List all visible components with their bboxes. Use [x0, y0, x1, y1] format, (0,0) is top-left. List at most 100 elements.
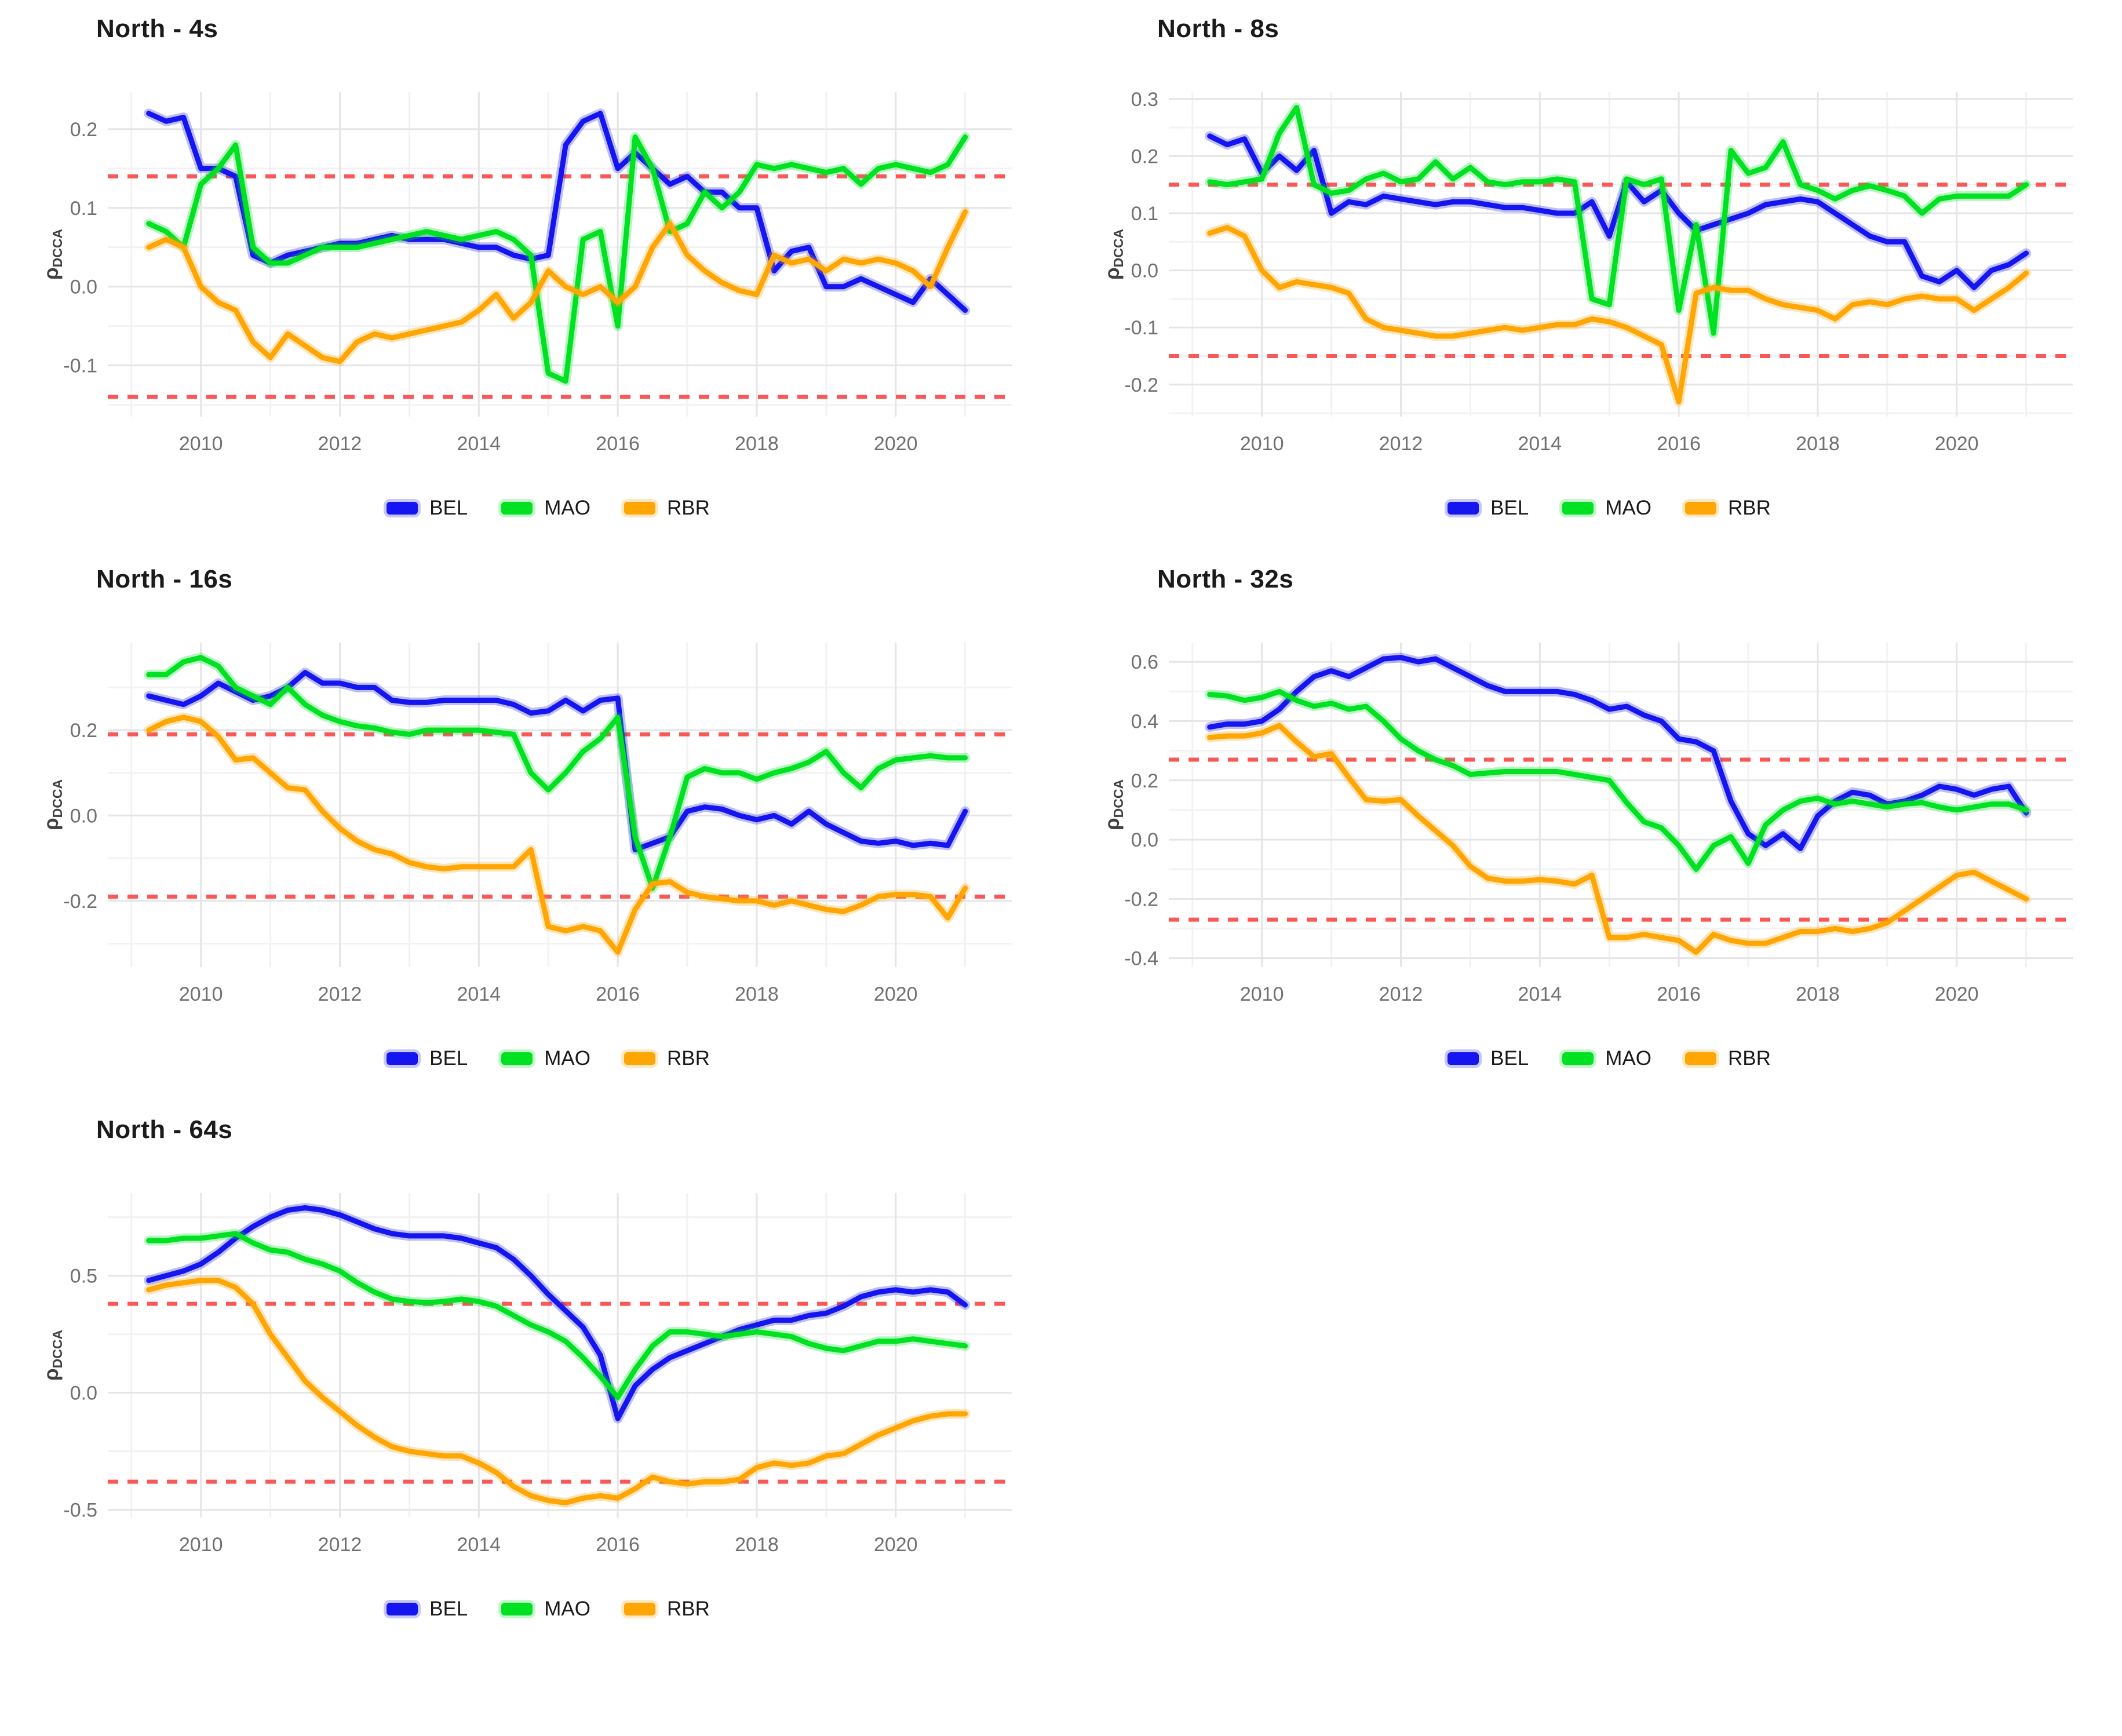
x-tick-label: 2012	[1379, 983, 1423, 1005]
legend-item-bel: BEL	[1448, 1047, 1529, 1070]
legend-label-rbr: RBR	[666, 497, 710, 519]
legend-label-rbr: RBR	[666, 1598, 710, 1620]
legend-label-mao: MAO	[1605, 1047, 1651, 1070]
x-tick-label: 2016	[1657, 983, 1701, 1005]
series-line-rbr	[146, 209, 968, 364]
y-tick-label: 0.2	[1131, 145, 1158, 167]
y-axis-label: ρDCCA	[40, 229, 65, 280]
legend-key-mao	[501, 1603, 533, 1615]
legend-item-rbr: RBR	[1685, 1047, 1771, 1070]
legend-label-rbr: RBR	[1727, 497, 1771, 519]
x-tick-label: 2010	[179, 1534, 223, 1556]
y-tick-label: 0.0	[70, 805, 97, 827]
figure-grid: North - 4s 0.2 0.1 0.0 -0.1 2010 2012 2014 2016…	[38, 14, 2119, 1622]
panel-title: North - 4s	[96, 14, 218, 43]
y-tick-label: 0.4	[1131, 711, 1158, 733]
legend-label-bel: BEL	[429, 1047, 468, 1070]
x-tick-label: 2016	[596, 983, 640, 1005]
x-tick-label: 2014	[457, 1534, 501, 1556]
chart-canvas-north-4s: 0.2 0.1 0.0 -0.1 2010 2012 2014 2016 2018 2020 ρDC…	[40, 92, 1012, 455]
y-tick-label: 0.2	[1131, 770, 1158, 792]
legend-item-bel: BEL	[387, 1598, 468, 1621]
series-line-rbr	[1207, 723, 2029, 955]
x-tick-label: 2016	[596, 433, 640, 455]
x-tick-label: 2014	[1518, 433, 1562, 455]
series-line-rbr	[1207, 225, 2029, 404]
legend-label-rbr: RBR	[1727, 1047, 1771, 1070]
x-tick-label: 2012	[318, 433, 362, 455]
legend-label-rbr: RBR	[666, 1047, 710, 1070]
legend-key-rbr	[624, 1603, 655, 1615]
legend: BEL MAO RBR	[38, 1596, 1058, 1622]
y-tick-label: 0.2	[70, 119, 97, 141]
series-line-mao	[146, 655, 968, 891]
series-line-rbr	[146, 1278, 968, 1505]
legend-key-rbr	[624, 502, 655, 515]
legend-label-bel: BEL	[1490, 1047, 1529, 1070]
legend-label-mao: MAO	[1605, 497, 1651, 519]
y-tick-label: -0.2	[1124, 374, 1158, 396]
legend-key-mao	[1562, 502, 1594, 515]
legend-item-bel: BEL	[1448, 497, 1529, 520]
y-tick-label: -0.4	[1124, 948, 1158, 970]
panel-title: North - 32s	[1157, 565, 1294, 593]
y-tick-label: 0.1	[1131, 203, 1158, 225]
legend-item-mao: MAO	[1562, 1047, 1651, 1070]
x-tick-label: 2018	[735, 1534, 779, 1556]
legend: BEL MAO RBR	[38, 1045, 1058, 1072]
legend-key-rbr	[1685, 1052, 1716, 1065]
legend-item-rbr: RBR	[624, 1047, 710, 1070]
x-tick-label: 2010	[1240, 983, 1284, 1005]
series-line-rbr	[146, 714, 968, 955]
panel-north-4s: North - 4s 0.2 0.1 0.0 -0.1 2010 2012 2014 2016…	[38, 14, 1058, 521]
x-tick-label: 2018	[735, 433, 779, 455]
x-tick-label: 2020	[1935, 983, 1979, 1005]
legend-item-bel: BEL	[387, 497, 468, 520]
legend-key-rbr	[1685, 502, 1716, 515]
legend-key-bel	[1448, 1052, 1479, 1065]
series-line-mao	[146, 1231, 968, 1401]
x-tick-label: 2018	[1796, 433, 1840, 455]
legend-item-bel: BEL	[387, 1047, 468, 1070]
series-line-mao	[1207, 105, 2029, 336]
legend-label-bel: BEL	[429, 1598, 468, 1620]
y-tick-label: 0.1	[70, 198, 97, 220]
x-tick-label: 2020	[874, 983, 918, 1005]
y-tick-label: 0.0	[70, 1383, 97, 1405]
y-axis-label: ρDCCA	[40, 779, 65, 830]
y-tick-label: -0.5	[63, 1500, 97, 1522]
y-tick-label: 0.6	[1131, 651, 1158, 673]
y-tick-label: 0.5	[70, 1265, 97, 1288]
legend-item-mao: MAO	[501, 1598, 590, 1621]
empty-grid-cell	[1061, 1115, 2081, 1622]
legend-label-mao: MAO	[544, 497, 590, 519]
panel-north-64s: North - 64s 0.5 0.0 -0.5 2010 2012 2014 2016 20…	[38, 1115, 1058, 1622]
x-tick-label: 2010	[1240, 433, 1284, 455]
chart-canvas-north-32s: 0.6 0.4 0.2 0.0 -0.2 -0.4 2010 2012 2014 2016 2018…	[1101, 643, 2073, 1005]
legend-item-mao: MAO	[501, 497, 590, 520]
panel-title: North - 16s	[96, 565, 233, 593]
series-line-bel	[146, 111, 968, 313]
series-line-mao	[146, 134, 968, 384]
x-tick-label: 2010	[179, 983, 223, 1005]
x-tick-label: 2012	[318, 1534, 362, 1556]
x-tick-label: 2018	[1796, 983, 1840, 1005]
legend-key-mao	[501, 1052, 533, 1065]
y-tick-label: -0.2	[63, 891, 97, 913]
legend-item-rbr: RBR	[1685, 497, 1771, 520]
x-tick-label: 2020	[1935, 433, 1979, 455]
legend-key-bel	[387, 502, 418, 515]
y-tick-label: 0.3	[1131, 89, 1158, 111]
series-line-bel	[1207, 133, 2029, 290]
legend-item-mao: MAO	[501, 1047, 590, 1070]
legend-key-bel	[387, 1603, 418, 1615]
y-tick-label: 0.2	[70, 720, 97, 742]
x-tick-label: 2016	[596, 1534, 640, 1556]
series-line-bel	[146, 1205, 968, 1421]
legend-key-bel	[387, 1052, 418, 1065]
x-tick-label: 2014	[457, 433, 501, 455]
legend: BEL MAO RBR	[1099, 495, 2119, 521]
x-tick-label: 2020	[874, 433, 918, 455]
y-axis-label: ρDCCA	[1101, 229, 1126, 280]
legend: BEL MAO RBR	[1099, 1045, 2119, 1072]
